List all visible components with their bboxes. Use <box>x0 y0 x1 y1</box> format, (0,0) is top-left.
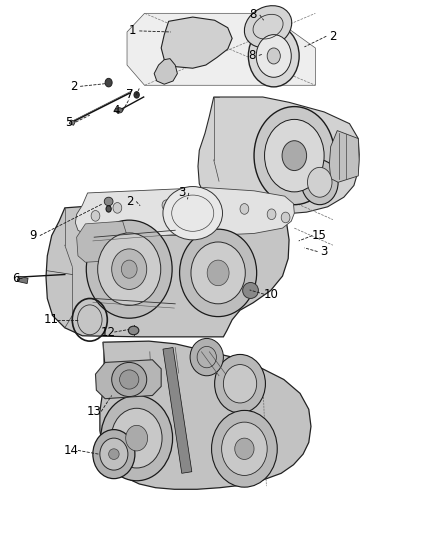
Ellipse shape <box>86 220 172 318</box>
Polygon shape <box>127 13 315 85</box>
Ellipse shape <box>180 229 257 317</box>
Polygon shape <box>198 97 359 214</box>
Ellipse shape <box>121 260 137 278</box>
Ellipse shape <box>307 167 332 197</box>
Ellipse shape <box>267 209 276 220</box>
Ellipse shape <box>235 438 254 459</box>
Ellipse shape <box>265 119 324 192</box>
Ellipse shape <box>112 362 147 397</box>
Ellipse shape <box>111 408 162 468</box>
Ellipse shape <box>93 430 135 479</box>
Polygon shape <box>46 204 289 337</box>
Ellipse shape <box>254 107 335 205</box>
Text: 7: 7 <box>126 88 134 101</box>
Ellipse shape <box>222 422 267 475</box>
Ellipse shape <box>112 249 147 289</box>
Ellipse shape <box>91 211 100 221</box>
Polygon shape <box>95 360 161 399</box>
Polygon shape <box>100 341 311 489</box>
Polygon shape <box>329 131 359 182</box>
Ellipse shape <box>281 212 290 223</box>
Text: 3: 3 <box>321 245 328 258</box>
Ellipse shape <box>106 206 111 212</box>
Ellipse shape <box>98 233 161 305</box>
Ellipse shape <box>134 92 139 98</box>
Ellipse shape <box>240 204 249 214</box>
Text: 2: 2 <box>329 30 337 43</box>
Ellipse shape <box>301 160 338 205</box>
Text: 6: 6 <box>12 272 20 285</box>
Text: 2: 2 <box>70 80 78 93</box>
Ellipse shape <box>248 25 299 87</box>
Ellipse shape <box>100 438 128 470</box>
Polygon shape <box>18 276 28 284</box>
Ellipse shape <box>207 260 229 286</box>
Ellipse shape <box>126 425 148 451</box>
Ellipse shape <box>210 201 219 212</box>
Ellipse shape <box>212 410 277 487</box>
Ellipse shape <box>128 326 139 335</box>
Ellipse shape <box>191 242 245 304</box>
Ellipse shape <box>163 187 223 240</box>
Text: 14: 14 <box>64 444 79 457</box>
Ellipse shape <box>256 35 291 77</box>
Text: 2: 2 <box>126 195 134 208</box>
Text: 4: 4 <box>112 104 120 117</box>
Text: 3: 3 <box>179 187 186 199</box>
Text: 13: 13 <box>87 405 102 418</box>
Ellipse shape <box>162 200 171 211</box>
Text: 11: 11 <box>43 313 58 326</box>
Text: 9: 9 <box>29 229 37 242</box>
Polygon shape <box>154 59 177 84</box>
Ellipse shape <box>267 48 280 64</box>
Ellipse shape <box>116 108 123 113</box>
Text: 1: 1 <box>129 25 137 37</box>
Text: 12: 12 <box>100 326 115 338</box>
Ellipse shape <box>243 282 258 298</box>
Text: 8: 8 <box>250 9 257 21</box>
Ellipse shape <box>104 197 113 206</box>
Ellipse shape <box>120 370 139 389</box>
Polygon shape <box>75 188 294 236</box>
Ellipse shape <box>215 354 265 413</box>
Ellipse shape <box>105 78 112 87</box>
Ellipse shape <box>190 338 223 376</box>
Ellipse shape <box>244 6 292 47</box>
Polygon shape <box>163 348 192 473</box>
Polygon shape <box>69 120 75 125</box>
Text: 15: 15 <box>311 229 326 242</box>
Ellipse shape <box>101 395 173 481</box>
Ellipse shape <box>109 449 119 459</box>
Ellipse shape <box>113 203 122 213</box>
Text: 5: 5 <box>66 116 73 128</box>
Polygon shape <box>161 17 232 68</box>
Ellipse shape <box>282 141 307 171</box>
Ellipse shape <box>223 365 257 403</box>
Text: 8: 8 <box>249 49 256 62</box>
Polygon shape <box>77 221 127 262</box>
Text: 10: 10 <box>263 288 278 301</box>
